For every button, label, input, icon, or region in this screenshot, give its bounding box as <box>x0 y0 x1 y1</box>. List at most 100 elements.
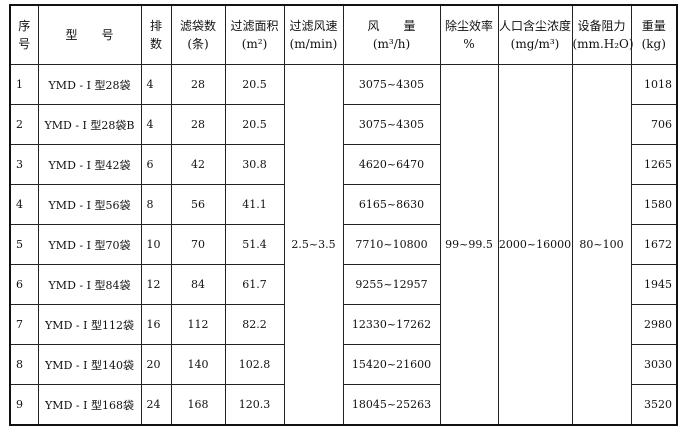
header-rows: 排数 <box>140 4 172 65</box>
header-efficiency: 除尘效率% <box>439 4 499 65</box>
cell-area: 82.2 <box>224 304 285 345</box>
cell-airflow: 6165~8630 <box>342 184 441 225</box>
cell-bags: 84 <box>170 264 226 305</box>
cell-airflow: 12330~17262 <box>342 304 441 345</box>
header-weight: 重量 (kg) <box>630 4 678 65</box>
header-line1: 人口含尘浓度 <box>498 19 571 33</box>
cell-rows: 16 <box>140 304 172 345</box>
cell-no: 2 <box>9 104 39 145</box>
cell-no: 6 <box>9 264 39 305</box>
cell-inlet-concentration: 2000~16000 <box>497 64 573 426</box>
cell-area: 41.1 <box>224 184 285 225</box>
cell-weight: 3030 <box>630 344 678 385</box>
header-line2: (m²) <box>241 37 268 51</box>
cell-area: 61.7 <box>224 264 285 305</box>
cell-resistance: 80~100 <box>571 64 632 426</box>
cell-area: 120.3 <box>224 384 285 426</box>
cell-no: 7 <box>9 304 39 345</box>
cell-area: 30.8 <box>224 144 285 185</box>
cell-area: 20.5 <box>224 64 285 105</box>
header-airflow: 风 量 (m³/h) <box>342 4 441 65</box>
cell-no: 9 <box>9 384 39 426</box>
header-filter-speed: 过滤风速 (m/min) <box>283 4 344 65</box>
header-area: 过滤面积 (m²) <box>224 4 285 65</box>
cell-no: 5 <box>9 224 39 265</box>
cell-bags: 28 <box>170 104 226 145</box>
header-line2: (mm.H₂O) <box>572 37 634 51</box>
cell-weight: 3520 <box>630 384 678 426</box>
dust-collector-spec-table: 序号型 号排数滤袋数 (条) 过滤面积 (m²) 过滤风速 (m/min) 风 量 (m³/h… <box>9 4 678 426</box>
header-resistance: 设备阻力 (mm.H₂O) <box>571 4 634 65</box>
cell-area: 20.5 <box>224 104 285 145</box>
table-row: 5 YMD - I 型70袋 10 70 51.4 7710~10800 1672 <box>9 224 678 265</box>
cell-rows: 4 <box>140 64 172 105</box>
table-row: 8 YMD - I 型140袋 20 140 102.8 15420~21600 3030 <box>9 344 678 385</box>
header-no: 序号 <box>9 4 39 65</box>
cell-airflow: 15420~21600 <box>342 344 441 385</box>
header-line1: 过滤风速 <box>289 19 338 33</box>
cell-filter-speed: 2.5~3.5 <box>283 64 344 426</box>
cell-airflow: 3075~4305 <box>342 104 441 145</box>
header-line2: 数 <box>149 37 162 51</box>
table-row: 1 YMD - I 型28袋 4 28 20.5 2.5~3.5 3075~4305 99~9… <box>9 64 678 426</box>
header-line1: 风 量 <box>367 19 416 33</box>
cell-weight: 1672 <box>630 224 678 265</box>
header-line2: (m³/h) <box>372 37 411 51</box>
cell-area: 51.4 <box>224 224 285 265</box>
header-line1: 过滤面积 <box>230 19 279 33</box>
cell-bags: 70 <box>170 224 226 265</box>
cell-model: YMD - I 型84袋 <box>37 264 142 305</box>
cell-rows: 4 <box>140 104 172 145</box>
cell-model: YMD - I 型28袋 <box>37 64 142 105</box>
cell-no: 8 <box>9 344 39 385</box>
header-inlet-concentration: 人口含尘浓度 (mg/m³) <box>497 4 573 65</box>
cell-no: 4 <box>9 184 39 225</box>
cell-bags: 112 <box>170 304 226 345</box>
header-line2: (m/min) <box>289 37 338 51</box>
header-line1: 滤袋数 <box>179 19 216 33</box>
cell-bags: 140 <box>170 344 226 385</box>
table-row: 9 YMD - I 型168袋 24 168 120.3 18045~25263 3520 <box>9 384 678 426</box>
cell-weight: 706 <box>630 104 678 145</box>
cell-no: 1 <box>9 64 39 105</box>
cell-model: YMD - I 型112袋 <box>37 304 142 345</box>
cell-bags: 168 <box>170 384 226 426</box>
header-line1: 除尘效率 <box>444 19 493 33</box>
cell-bags: 42 <box>170 144 226 185</box>
header-line2: (条) <box>187 37 209 51</box>
cell-model: YMD - I 型28袋B <box>37 104 142 145</box>
cell-weight: 1018 <box>630 64 678 105</box>
header-line1: 排 <box>149 19 162 33</box>
cell-airflow: 3075~4305 <box>342 64 441 105</box>
cell-efficiency: 99~99.5 <box>439 64 499 426</box>
cell-airflow: 18045~25263 <box>342 384 441 426</box>
header-line1: 重量 <box>641 19 666 33</box>
header-line2: (kg) <box>641 37 666 51</box>
header-line1: 型 号 <box>65 28 114 42</box>
header-line1: 设备阻力 <box>577 19 626 33</box>
table-row: 2 YMD - I 型28袋B 4 28 20.5 3075~4305 706 <box>9 104 678 145</box>
header-line2: % <box>463 37 475 51</box>
cell-rows: 10 <box>140 224 172 265</box>
cell-rows: 6 <box>140 144 172 185</box>
cell-airflow: 7710~10800 <box>342 224 441 265</box>
cell-model: YMD - I 型42袋 <box>37 144 142 185</box>
cell-weight: 2980 <box>630 304 678 345</box>
cell-airflow: 9255~12957 <box>342 264 441 305</box>
cell-weight: 1945 <box>630 264 678 305</box>
cell-bags: 56 <box>170 184 226 225</box>
cell-bags: 28 <box>170 64 226 105</box>
cell-no: 3 <box>9 144 39 185</box>
cell-rows: 20 <box>140 344 172 385</box>
cell-area: 102.8 <box>224 344 285 385</box>
cell-model: YMD - I 型56袋 <box>37 184 142 225</box>
cell-airflow: 4620~6470 <box>342 144 441 185</box>
header-line1: 序 <box>18 19 31 33</box>
table-row: 6 YMD - I 型84袋 12 84 61.7 9255~12957 1945 <box>9 264 678 305</box>
cell-model: YMD - I 型70袋 <box>37 224 142 265</box>
header-bags: 滤袋数 (条) <box>170 4 226 65</box>
cell-model: YMD - I 型140袋 <box>37 344 142 385</box>
cell-weight: 1580 <box>630 184 678 225</box>
header-row: 序号型 号排数滤袋数 (条) 过滤面积 (m²) 过滤风速 (m/min) 风 量 (m³/h… <box>9 4 678 65</box>
header-line2: (mg/m³) <box>510 37 560 51</box>
